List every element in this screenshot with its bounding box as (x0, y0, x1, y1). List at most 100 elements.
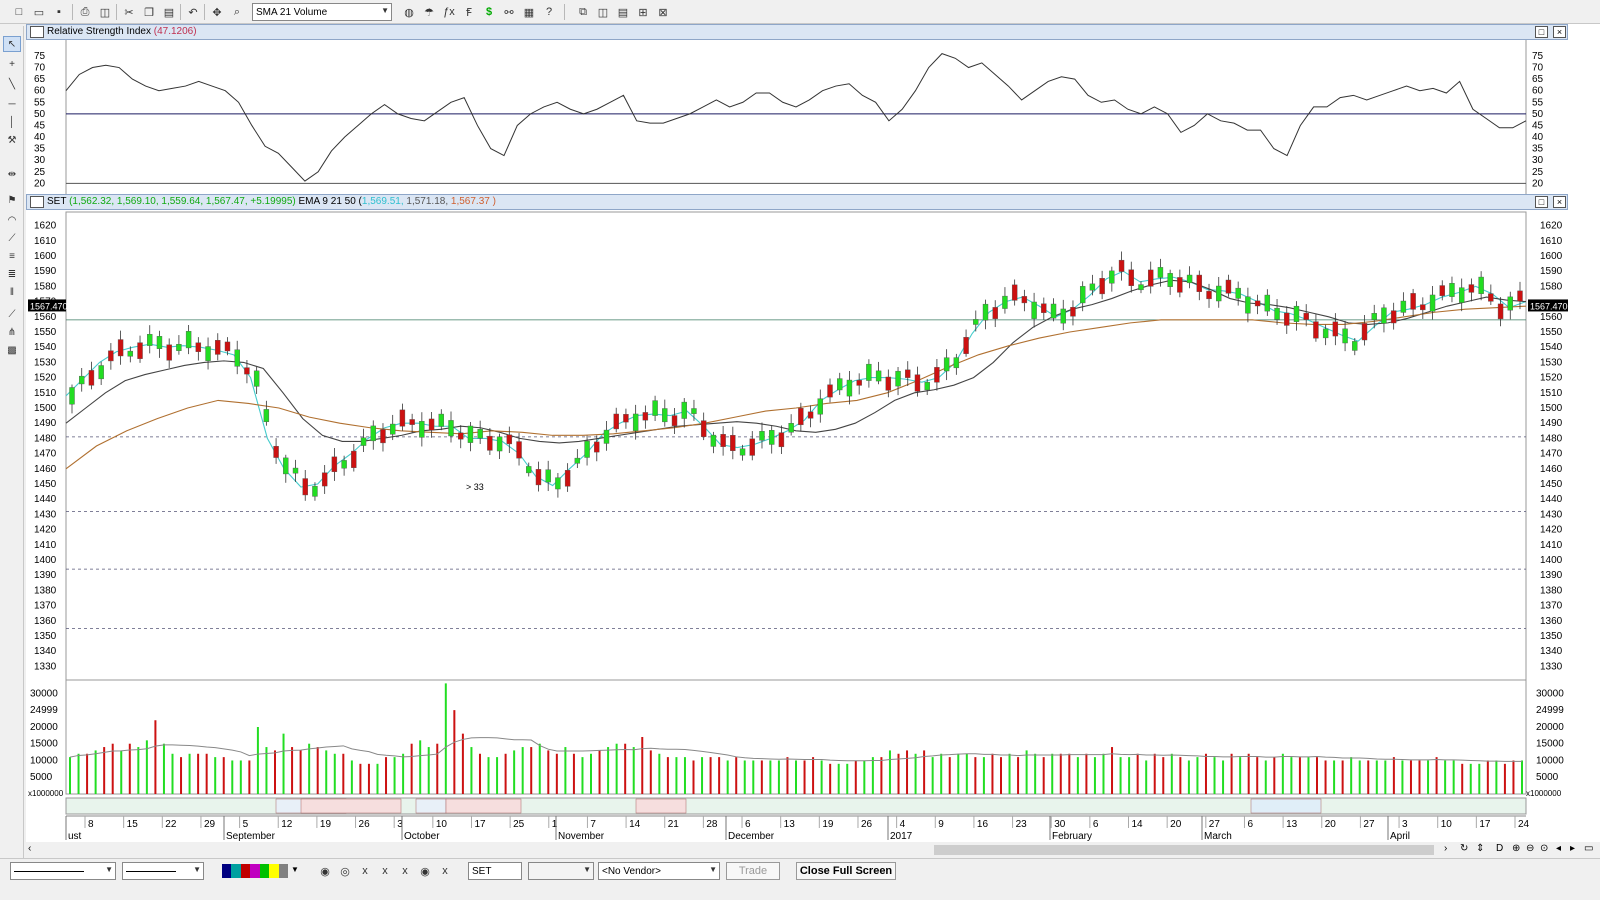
candle-body (632, 413, 639, 431)
fan-icon[interactable]: ⟋ (8, 232, 16, 244)
maximize-icon[interactable]: □ (1535, 196, 1548, 208)
arrange-icon[interactable]: ⊠ (658, 6, 668, 19)
horizontal-scrollbar[interactable]: ‹ › ↻ ⇕ D ⊕ ⊖ ⊙ ◂ ▸ ▭ (24, 842, 1600, 858)
price-axis-label-right: 1460 (1540, 464, 1563, 475)
candle-body (156, 336, 163, 349)
formula-icon[interactable]: Ꞙ (466, 6, 472, 19)
exchange-select[interactable]: ▼ (528, 862, 594, 880)
globe-icon[interactable]: ◎ (340, 865, 350, 878)
candle-body (1361, 323, 1368, 341)
zoom-icon[interactable]: ⌕ (233, 5, 241, 18)
cycle-lines-icon[interactable]: ‖ (9, 286, 15, 298)
close-full-screen-button[interactable]: Close Full Screen (796, 862, 896, 880)
candle-body (1148, 269, 1154, 287)
excel-export-icon[interactable]: x (382, 865, 388, 877)
indicator-icon[interactable]: ◍ (404, 6, 414, 19)
print-icon[interactable]: ⎙ (80, 5, 90, 18)
candle-body (943, 357, 950, 372)
menu-icon[interactable]: ▭ (1584, 843, 1594, 854)
pattern-zone (445, 798, 522, 814)
print-preview-icon[interactable]: ◫ (99, 6, 111, 19)
retracement-icon[interactable]: ≣ (7, 268, 17, 280)
trendline-icon[interactable]: ╲ (8, 78, 16, 90)
price-axis-label-left: 1530 (34, 357, 57, 368)
color-palette[interactable] (222, 864, 288, 878)
scroll-thumb[interactable] (934, 845, 1434, 855)
dollar-icon[interactable]: $ (485, 6, 493, 18)
line-style-select[interactable]: ▼ (10, 862, 116, 880)
pitchfork-icon[interactable]: ⋔ (7, 326, 17, 338)
candle-body (458, 432, 464, 440)
pointer-icon[interactable]: ↖ (3, 36, 21, 52)
binoculars-icon[interactable]: ⚯ (504, 6, 514, 19)
pan-icon[interactable]: ✥ (212, 6, 222, 19)
calendar-icon[interactable]: ▦ (523, 6, 535, 19)
grid-tool-icon[interactable]: ▩ (7, 344, 17, 356)
candle-body (1313, 321, 1319, 339)
flag-icon[interactable]: ⚑ (7, 194, 17, 206)
zoom-in-icon[interactable]: ⊕ (1512, 843, 1521, 854)
close-icon[interactable]: × (1553, 196, 1566, 208)
price-axis-label-left: 1380 (34, 585, 57, 596)
panel-menu-icon[interactable] (30, 26, 44, 38)
paste-icon[interactable]: ▤ (163, 6, 175, 19)
close-icon[interactable]: × (1553, 26, 1566, 38)
maximize-icon[interactable]: □ (1535, 26, 1548, 38)
symbol-field[interactable]: SET (468, 862, 522, 880)
excel-icon[interactable]: x (362, 865, 368, 877)
price-axis-label-right: 1530 (1540, 357, 1563, 368)
expert-icon[interactable]: ☂ (424, 6, 434, 19)
excel-link-icon[interactable]: x (442, 865, 448, 877)
open-folder-icon[interactable]: ▭ (33, 6, 45, 19)
price-axis-label-left: 1590 (34, 266, 57, 277)
periodicity-icon[interactable]: ⇕ (1476, 843, 1485, 854)
trade-button[interactable]: Trade (726, 862, 780, 880)
panel-menu-icon[interactable] (30, 196, 44, 208)
undo-icon[interactable]: ↶ (188, 6, 198, 19)
line-weight-select[interactable]: ▼ (122, 862, 204, 880)
candle-body (1352, 341, 1358, 351)
price-axis-label-left: 1610 (34, 236, 57, 247)
chrome-icon[interactable]: ◉ (320, 865, 330, 878)
scroll-right-icon[interactable]: › (1444, 843, 1448, 854)
day-label: 15 (127, 819, 139, 830)
channel-icon[interactable]: ⟋ (8, 308, 16, 320)
arc-icon[interactable]: ◠ (7, 214, 17, 226)
price-axis-label-right: 1600 (1540, 251, 1563, 262)
tile-horizontal-icon[interactable]: ▤ (617, 6, 629, 19)
browser-icon[interactable]: ◉ (420, 865, 430, 878)
fibonacci-icon[interactable]: ≡ (9, 250, 15, 262)
reset-icon[interactable]: ⊙ (1540, 843, 1549, 854)
month-label: December (728, 831, 775, 842)
daily-icon[interactable]: D (1496, 843, 1504, 854)
zoom-out-icon[interactable]: ⊖ (1526, 843, 1535, 854)
crosshair-icon[interactable]: + (9, 58, 15, 70)
scroll-left-icon[interactable]: ‹ (28, 843, 32, 854)
copy-icon[interactable]: ❐ (144, 6, 154, 19)
vertical-line-icon[interactable]: │ (8, 116, 16, 128)
new-file-icon[interactable]: □ (15, 6, 23, 18)
horizontal-line-icon[interactable]: ─ (8, 98, 16, 110)
candle-body (1050, 303, 1057, 319)
prev-icon[interactable]: ◂ (1556, 843, 1562, 854)
day-label: 13 (784, 819, 796, 830)
indicator-select[interactable]: SMA 21 Volume ▼ (252, 3, 392, 21)
price-axis-label-left: 1580 (34, 281, 57, 292)
window-cascade-icon[interactable]: ⧉ (579, 5, 587, 18)
save-icon[interactable]: ▪ (57, 6, 61, 18)
price-axis-label-left: 1470 (34, 449, 57, 460)
chevron-down-icon[interactable]: ▼ (291, 865, 299, 874)
month-label: ust (68, 831, 82, 842)
tile-vertical-icon[interactable]: ◫ (597, 6, 609, 19)
vendor-select[interactable]: <No Vendor> ▼ (598, 862, 720, 880)
function-icon[interactable]: ƒx (443, 6, 455, 18)
help-icon[interactable]: ? (545, 6, 553, 18)
refresh-icon[interactable]: ↻ (1460, 843, 1469, 854)
tile-grid-icon[interactable]: ⊞ (638, 6, 648, 19)
tools-icon[interactable]: ⚒ (7, 134, 17, 146)
split-icon[interactable]: ⇹ (7, 168, 17, 180)
excel-report-icon[interactable]: x (402, 865, 408, 877)
next-icon[interactable]: ▸ (1570, 843, 1576, 854)
cut-icon[interactable]: ✂ (124, 6, 134, 19)
